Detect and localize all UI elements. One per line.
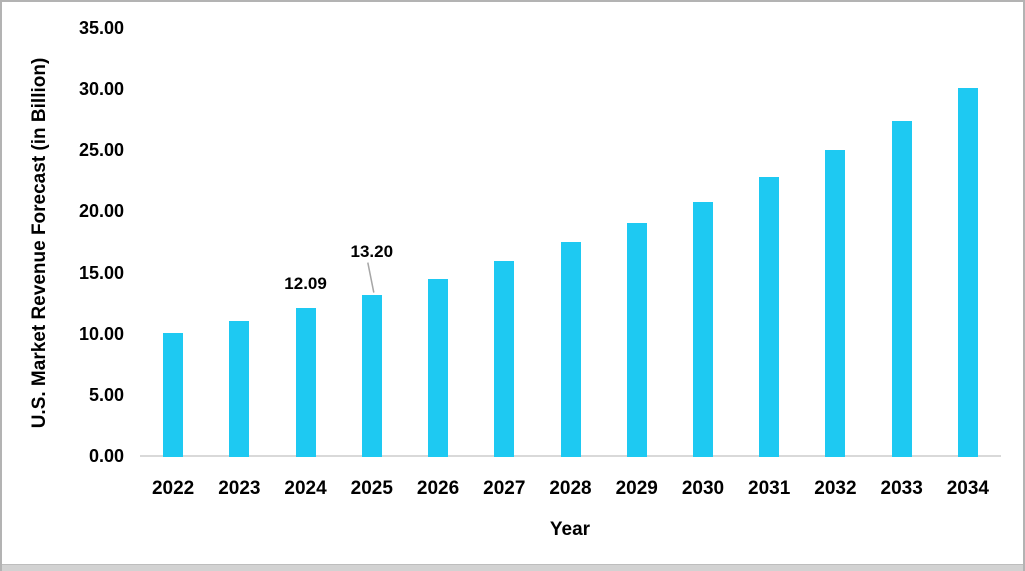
x-tick-label: 2032 xyxy=(814,478,857,499)
x-tick-label: 2034 xyxy=(946,478,990,499)
bar-2030 xyxy=(692,202,713,457)
x-tick-label: 2031 xyxy=(748,478,791,499)
y-tick-label: 15.00 xyxy=(78,262,124,283)
bar-2029 xyxy=(626,223,647,457)
x-tick-label: 2027 xyxy=(483,478,526,499)
bar-2031 xyxy=(759,177,780,457)
y-tick-label: 0.00 xyxy=(88,446,124,466)
y-tick-label: 5.00 xyxy=(88,384,124,405)
x-tick-label: 2026 xyxy=(416,478,460,499)
data-label-2025: 13.20 xyxy=(350,241,394,261)
y-tick-label: 10.00 xyxy=(78,323,124,344)
bar-2024 xyxy=(295,308,316,457)
y-tick-label: 30.00 xyxy=(78,79,124,100)
bar-2028 xyxy=(560,242,581,457)
leader-line xyxy=(367,262,375,293)
bar-2026 xyxy=(428,279,449,457)
y-axis-title: U.S. Market Revenue Forecast (in Billion… xyxy=(29,57,50,429)
bar-2034 xyxy=(957,87,978,457)
bar-2022 xyxy=(163,332,184,457)
x-tick-label: 2023 xyxy=(218,478,261,499)
bar-2023 xyxy=(229,320,250,457)
bar-2027 xyxy=(494,261,515,457)
x-axis-title: Year xyxy=(549,519,591,540)
x-tick-label: 2024 xyxy=(284,478,327,499)
x-tick-label: 2033 xyxy=(880,478,923,499)
bar-2025 xyxy=(361,294,382,457)
x-tick-label: 2022 xyxy=(151,478,195,499)
y-tick-label: 25.00 xyxy=(78,140,124,161)
y-tick-label: 20.00 xyxy=(78,201,124,222)
bar-2032 xyxy=(825,150,846,457)
data-label-2024: 12.09 xyxy=(284,274,327,294)
x-tick-label: 2025 xyxy=(350,478,393,499)
bottom-border-strip xyxy=(0,564,1025,571)
bar-2033 xyxy=(891,121,912,457)
x-tick-label: 2030 xyxy=(681,478,725,499)
y-tick-label: 35.00 xyxy=(78,18,124,38)
x-tick-label: 2029 xyxy=(615,478,658,499)
x-tick-label: 2028 xyxy=(549,478,592,499)
